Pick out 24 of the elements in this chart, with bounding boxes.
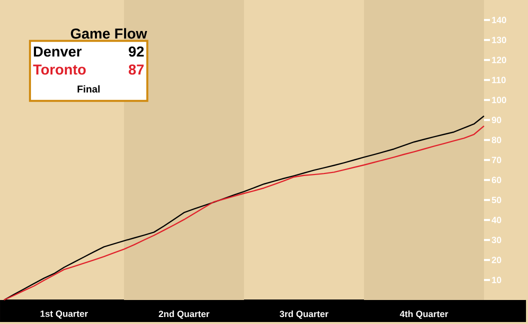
text: Denver [34, 46, 82, 57]
x-tick-label: 1st Quarter [40, 310, 88, 319]
y-tick-label: 120 [492, 56, 506, 64]
y-tick-label: 110 [492, 76, 506, 84]
annotation: 92 [128, 46, 144, 57]
y-tick-label: 20 [492, 256, 502, 264]
x-tick-label: 4th Quarter [400, 310, 448, 319]
y-tick-label: 140 [492, 16, 506, 24]
text: Toronto [33, 64, 86, 75]
y-tick-label: 50 [492, 196, 502, 204]
y-tick-label: 10 [492, 276, 502, 284]
x-tick-label: 2nd Quarter [158, 310, 210, 319]
y-tick-label: 60 [492, 176, 502, 184]
y-tick-label: 80 [492, 136, 502, 144]
text: Game Flow [70, 28, 148, 39]
x-tick-label: 3rd Quarter [280, 310, 328, 319]
y-tick-label: 40 [492, 216, 502, 224]
y-tick-label: 100 [492, 96, 506, 104]
annotation: Final [78, 85, 100, 93]
y-tick-label: 130 [492, 36, 506, 44]
y-tick-label: 30 [492, 236, 502, 244]
annotation: 87 [128, 64, 144, 75]
y-tick-label: 90 [492, 116, 502, 124]
y-tick-label: 70 [492, 156, 502, 164]
